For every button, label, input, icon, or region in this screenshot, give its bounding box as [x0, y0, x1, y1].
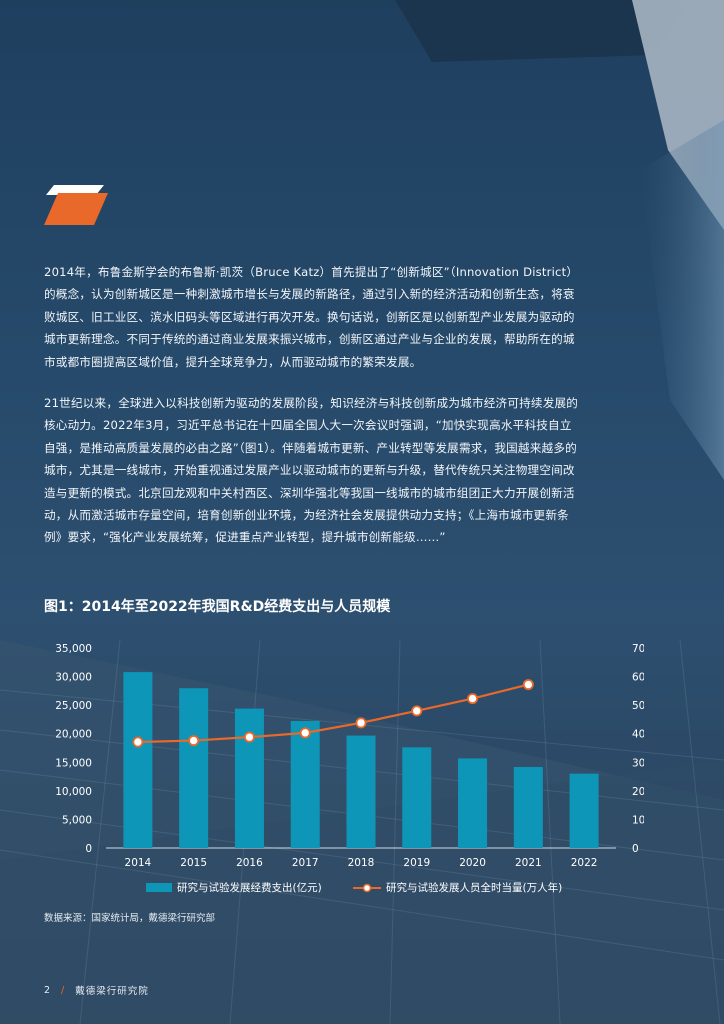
point-2019 [411, 705, 423, 717]
bar-2020 [458, 758, 488, 848]
x-axis-tick-label: 2016 [236, 857, 263, 869]
point-2016 [243, 731, 255, 743]
right-axis-tick-label: 700 [632, 643, 644, 655]
left-axis-tick-label: 30,000 [55, 672, 92, 684]
bar-2021 [513, 767, 543, 848]
right-axis-tick-label: 400 [632, 729, 644, 741]
bar-2014 [123, 672, 153, 848]
x-axis-tick-label: 2021 [515, 857, 542, 869]
x-axis-tick-label: 2018 [348, 857, 375, 869]
left-axis-tick-label: 0 [85, 843, 92, 855]
page-number: 2 [44, 984, 52, 996]
x-axis-tick-label: 2017 [292, 857, 319, 869]
page-footer: 2 / 戴德梁行研究院 [44, 983, 149, 998]
right-axis-tick-label: 100 [632, 814, 644, 826]
right-axis-tick-label: 500 [632, 700, 644, 712]
point-2018 [355, 717, 367, 729]
x-axis-tick-label: 2022 [571, 857, 598, 869]
bar-2016 [234, 708, 264, 848]
point-2021 [522, 679, 534, 691]
left-axis-tick-label: 20,000 [55, 729, 92, 741]
bar-2015 [179, 688, 209, 848]
rd-chart: 0 5,000 10,000 15,000 20,000 25,000 30,000 35,0… [55, 643, 644, 869]
left-axis-tick-label: 10,000 [55, 786, 92, 798]
point-2014 [132, 736, 144, 748]
figure-title: 图1：2014年至2022年我国R&D经费支出与人员规模 [44, 599, 391, 615]
legend-line-swatch [353, 883, 381, 892]
x-axis-tick-label: 2019 [403, 857, 430, 869]
point-2015 [188, 735, 200, 747]
accent-parallelogram-logo [44, 185, 108, 225]
right-axis-tick-label: 0 [632, 843, 639, 855]
x-axis-tick-label: 2020 [459, 857, 486, 869]
right-axis-tick-label: 300 [632, 757, 644, 769]
series-line-personnel [137, 683, 529, 744]
left-axis-tick-label: 15,000 [55, 757, 92, 769]
legend-bar-label: 研究与试验发展经费支出(亿元) [177, 882, 322, 894]
left-axis-tick-label: 25,000 [55, 700, 92, 712]
legend-bar-swatch [146, 883, 172, 892]
point-2020 [467, 693, 479, 705]
legend-line-label: 研究与试验发展人员全时当量(万人年) [386, 882, 563, 894]
footer-slash: / [61, 984, 66, 996]
bar-2022 [569, 773, 599, 848]
footer-org-name: 戴德梁行研究院 [75, 986, 149, 997]
x-axis-tick-label: 2015 [180, 857, 207, 869]
bar-2017 [290, 720, 320, 848]
point-2017 [299, 727, 311, 739]
intro-paragraph-2: 21世纪以来，全球进入以科技创新为驱动的发展阶段，知识经济与科技创新成为城市经济… [44, 396, 579, 545]
bar-2019 [402, 747, 432, 848]
left-axis-tick-label: 5,000 [62, 814, 92, 826]
right-axis-tick-label: 600 [632, 672, 644, 684]
intro-paragraph-1: 2014年，布鲁金斯学会的布鲁斯·凯茨（Bruce Katz）首先提出了“创新城… [44, 265, 579, 369]
legend-item-bar: 研究与试验发展经费支出(亿元) [146, 880, 322, 895]
x-axis-tick-label: 2014 [125, 857, 152, 869]
legend-item-line: 研究与试验发展人员全时当量(万人年) [353, 880, 562, 895]
data-source-note: 数据来源：国家统计局，戴德梁行研究部 [44, 913, 216, 924]
right-axis-tick-label: 200 [632, 786, 644, 798]
bar-2018 [346, 735, 376, 848]
left-axis-tick-label: 35,000 [55, 643, 92, 655]
